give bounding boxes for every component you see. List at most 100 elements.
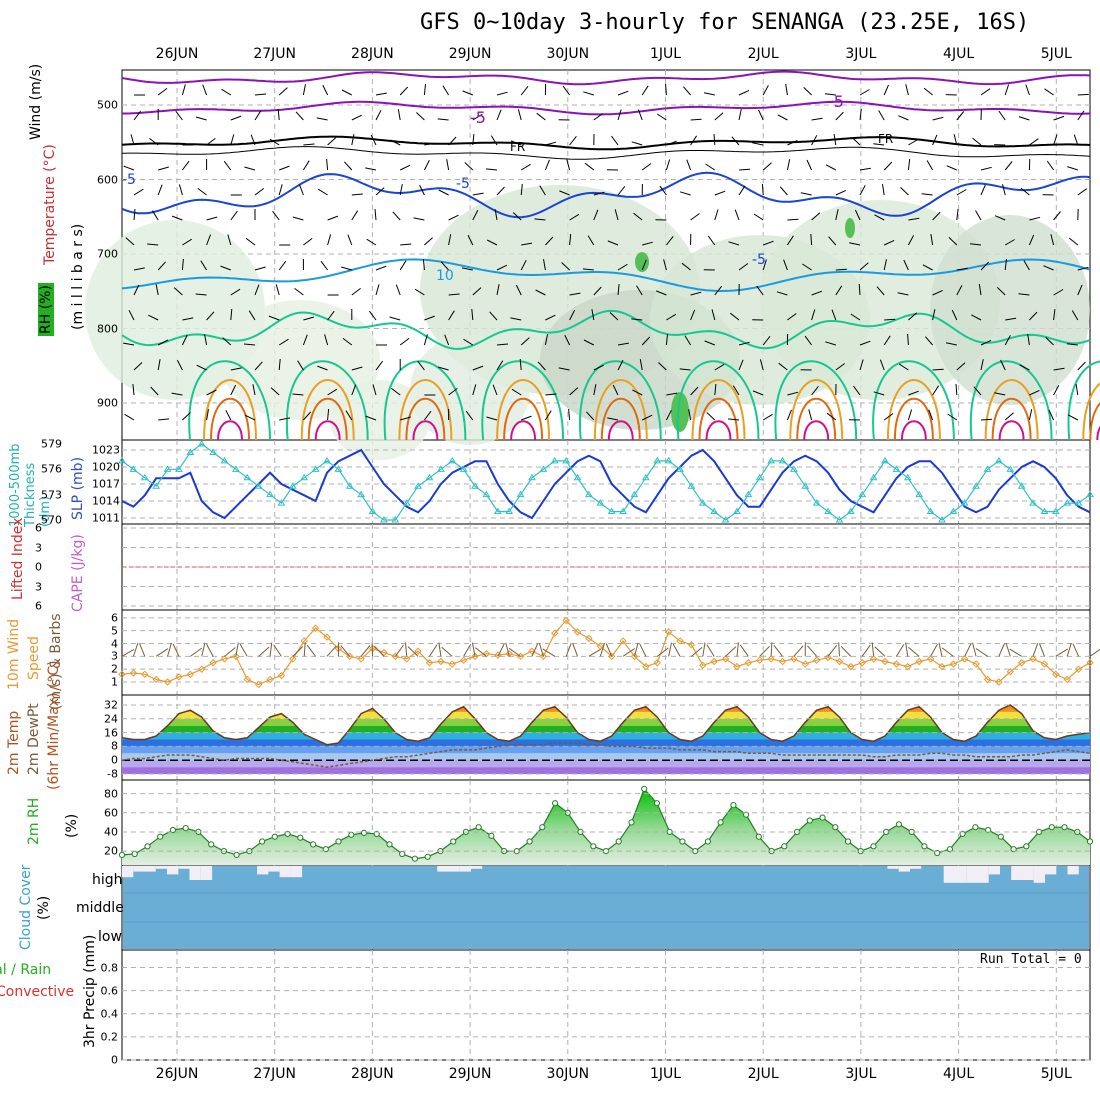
wind-barb <box>1045 337 1054 346</box>
wind-barb <box>932 134 938 146</box>
wind-barb <box>472 287 482 296</box>
wind-barb <box>149 137 159 146</box>
cloud-high-bar <box>122 866 134 878</box>
wind-barb <box>582 268 594 271</box>
wind-barb <box>204 334 208 346</box>
wind10m-point <box>573 628 582 636</box>
wind-barb <box>496 284 500 296</box>
thickness-point <box>277 499 286 506</box>
isotherm-surface <box>893 397 934 441</box>
temp-minmax-label: (6hr Min/Max) (°C) <box>46 660 62 790</box>
wind-barb <box>956 267 968 271</box>
wind-barb <box>465 410 474 421</box>
wind-barb <box>243 343 256 346</box>
rh2m-point <box>399 850 406 858</box>
thickness-point <box>1029 499 1037 506</box>
wind10m-point <box>448 660 456 668</box>
thickness-point <box>755 473 764 481</box>
wind-barb <box>1018 293 1030 296</box>
wind-barb <box>413 217 425 221</box>
wind10m-point <box>778 657 787 666</box>
wind-barb <box>423 410 432 421</box>
rh2m-point <box>730 802 737 809</box>
date-label-bottom: 26JUN <box>155 1066 199 1082</box>
wind-barb <box>777 114 788 121</box>
wind-barb <box>278 338 289 346</box>
thickness-point <box>505 507 514 515</box>
isotherm-surface <box>1082 382 1100 441</box>
isotherm-surface <box>789 379 844 441</box>
wind10m-point <box>835 657 844 666</box>
wind10m-barb <box>505 642 510 657</box>
wind-barb <box>1023 260 1030 271</box>
wind-barb <box>705 163 716 171</box>
isotherm-surface-green <box>188 360 271 441</box>
thickness-point <box>197 440 206 447</box>
wind10m-point <box>1040 660 1049 668</box>
wind-barb <box>294 287 304 296</box>
wind-barb <box>811 385 819 396</box>
wind-barb <box>279 165 290 171</box>
wind-barb <box>851 137 861 146</box>
wind-barb <box>448 234 452 246</box>
wind-barb <box>612 384 619 396</box>
wind10m-barb <box>326 645 337 657</box>
isotherm-surface-green <box>969 360 1053 441</box>
temp-tick: 16 <box>104 726 118 740</box>
wind10m-point <box>926 655 935 663</box>
date-label-bottom: 1JUL <box>649 1066 682 1082</box>
wind-barb <box>1068 237 1079 246</box>
wind-barb <box>978 284 982 296</box>
temp-tick: 24 <box>104 712 118 726</box>
wind-barb <box>462 90 473 96</box>
wind-barb <box>1053 289 1064 296</box>
thickness-point <box>220 456 229 464</box>
thickness-tick: 570 <box>41 513 62 527</box>
wind-barb <box>569 292 581 296</box>
slp-series-line <box>121 448 1091 520</box>
wind-barb <box>663 259 667 271</box>
cloud-high-bar <box>988 866 1000 875</box>
rh2m-point <box>348 831 355 838</box>
wind-barb <box>591 309 595 321</box>
wind-barb <box>424 237 433 246</box>
wind-barb <box>123 342 135 346</box>
wind-barb <box>808 409 813 421</box>
date-label-bottom: 3JUL <box>845 1066 877 1082</box>
wind10m-point <box>824 653 832 662</box>
wind-barb <box>1046 160 1055 171</box>
wind-barb <box>583 91 594 96</box>
wind10m-barb <box>656 647 669 657</box>
wind-barb <box>980 261 989 271</box>
rh2m-point <box>590 843 597 850</box>
wind-barb <box>932 289 943 296</box>
wind10m-barb <box>972 642 977 657</box>
wind-barb <box>375 109 382 121</box>
wind10m-barb <box>793 645 804 657</box>
wind-barb <box>658 362 667 371</box>
wind-barb <box>545 141 557 146</box>
wind-barb <box>326 158 329 171</box>
wind-barb <box>956 362 966 371</box>
wind-barb <box>545 236 554 246</box>
wind10m-barb <box>508 647 521 657</box>
wind-barb <box>568 408 571 421</box>
wind10m-point <box>505 650 513 658</box>
wind-barb <box>617 359 624 371</box>
wind-barb <box>517 109 522 121</box>
wind-barb <box>806 159 813 171</box>
thickness-point <box>835 516 844 523</box>
wind-barb <box>512 212 522 221</box>
wind10m-barb <box>871 642 875 657</box>
isotherm-surface <box>900 420 927 441</box>
wind-barb <box>932 211 941 221</box>
wind-barb <box>133 267 145 271</box>
wind-barb <box>714 190 726 196</box>
wind-barb <box>132 384 135 396</box>
thickness-point <box>664 456 673 464</box>
cloud-high-bar <box>290 866 303 878</box>
wind-barb <box>731 136 740 146</box>
wind10m-point <box>790 655 798 663</box>
wind10m-barb <box>340 645 351 657</box>
wind-barb <box>277 108 280 121</box>
